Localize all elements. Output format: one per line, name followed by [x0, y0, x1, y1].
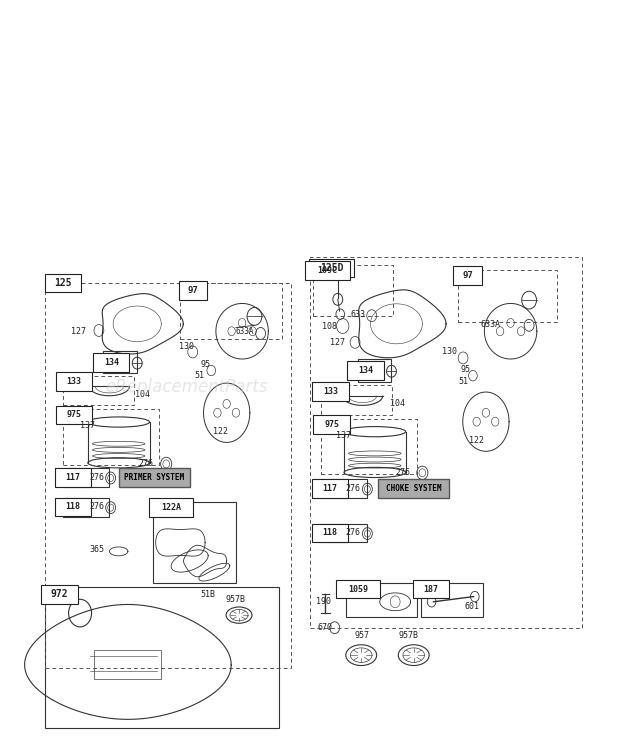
Text: 118: 118	[66, 502, 81, 511]
Text: 51B: 51B	[201, 590, 216, 599]
Text: 276: 276	[139, 459, 154, 469]
Text: 117: 117	[66, 472, 81, 482]
Text: 133: 133	[323, 387, 338, 396]
Text: 51: 51	[458, 377, 468, 386]
Bar	[55, 468, 91, 487]
Bar	[309, 259, 354, 278]
Text: 122A: 122A	[161, 503, 181, 512]
Text: 118: 118	[322, 528, 337, 537]
Bar	[311, 524, 348, 542]
Bar	[453, 266, 482, 285]
Text: 104: 104	[390, 399, 405, 408]
Bar	[311, 479, 348, 498]
Text: 276: 276	[89, 472, 104, 482]
Text: 97: 97	[462, 271, 473, 280]
Text: 134: 134	[358, 366, 373, 375]
Bar	[336, 580, 380, 598]
Text: 51: 51	[194, 371, 204, 380]
Bar	[312, 382, 348, 400]
Bar	[421, 583, 483, 617]
Text: eReplacementParts: eReplacementParts	[105, 378, 268, 396]
Text: 134: 134	[104, 358, 119, 367]
Text: 957B: 957B	[399, 631, 419, 640]
Bar	[378, 479, 449, 498]
Bar	[45, 274, 81, 292]
Bar	[358, 359, 391, 382]
Text: 633A: 633A	[236, 327, 254, 336]
Text: 601: 601	[464, 603, 479, 612]
Bar	[347, 583, 417, 617]
Bar	[93, 353, 130, 372]
Text: 633A: 633A	[481, 320, 501, 329]
Text: 972: 972	[51, 589, 68, 600]
Text: 137: 137	[336, 431, 351, 440]
Bar	[41, 585, 78, 603]
Text: CHOKE SYSTEM: CHOKE SYSTEM	[386, 484, 441, 493]
Bar	[413, 580, 449, 598]
Text: 187: 187	[423, 585, 438, 594]
Text: 276: 276	[89, 502, 104, 511]
Text: 137: 137	[81, 421, 95, 430]
Text: 975: 975	[67, 411, 82, 420]
Text: 633: 633	[351, 310, 366, 318]
Bar	[149, 498, 193, 517]
Text: 957: 957	[355, 631, 370, 640]
Text: 127: 127	[330, 338, 345, 347]
Text: 276: 276	[395, 468, 410, 478]
Bar	[55, 498, 91, 516]
Bar	[104, 351, 137, 373]
Text: 125: 125	[55, 278, 72, 288]
Text: 122: 122	[213, 427, 228, 436]
Text: 365: 365	[89, 545, 105, 554]
Text: 670: 670	[317, 623, 332, 632]
Text: 117: 117	[322, 484, 337, 493]
Bar	[56, 372, 92, 391]
Bar	[94, 650, 161, 679]
Text: 276: 276	[346, 484, 361, 493]
Bar	[118, 469, 190, 487]
Bar	[313, 415, 350, 434]
Bar	[305, 261, 350, 280]
Text: 190: 190	[316, 597, 331, 606]
Text: 97: 97	[187, 286, 198, 295]
Text: 95: 95	[461, 365, 471, 374]
Text: 109C: 109C	[317, 266, 337, 275]
Text: 95: 95	[200, 360, 210, 369]
Text: 127: 127	[71, 327, 86, 336]
Text: PRIMER SYSTEM: PRIMER SYSTEM	[124, 473, 184, 482]
Bar	[153, 501, 236, 583]
Bar	[179, 281, 207, 300]
Bar	[347, 362, 384, 379]
Text: 125D: 125D	[320, 263, 343, 273]
Bar	[321, 524, 367, 542]
Text: 276: 276	[346, 528, 361, 537]
Bar	[56, 405, 92, 424]
Bar	[63, 498, 109, 516]
Text: 130: 130	[179, 341, 194, 350]
Text: 122: 122	[469, 436, 484, 445]
Text: 975: 975	[324, 420, 339, 429]
Text: 133: 133	[67, 377, 82, 386]
Bar	[321, 479, 367, 498]
Text: 108: 108	[322, 321, 337, 330]
Text: 957B: 957B	[226, 595, 246, 604]
Text: 130: 130	[442, 347, 457, 356]
Bar	[63, 469, 109, 487]
Text: 104: 104	[135, 390, 149, 399]
Text: 1059: 1059	[348, 585, 368, 594]
Bar	[45, 587, 279, 728]
